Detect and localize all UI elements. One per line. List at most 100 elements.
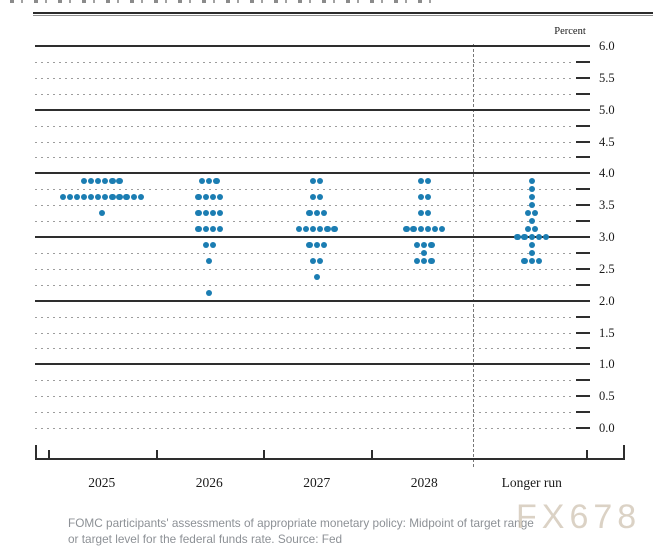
x-axis-label-longer-run: Longer run: [501, 475, 562, 490]
dot-2028-3.125: [438, 225, 446, 233]
y-axis-tick-label: 0.0: [599, 421, 615, 436]
dot-2026-2.125: [206, 289, 213, 296]
dot-longer-run-2.625: [528, 257, 535, 265]
gridline-5.75: [35, 61, 572, 63]
y-axis-unit-label: Percent: [554, 26, 586, 37]
dot-2028-2.875: [413, 241, 421, 249]
dot-plot-chart: Percent 6.0 5.5 5.0 4.5 4.0 3.5 3.0 2.5 2.0 1.5 1.…: [35, 26, 625, 490]
dot-longer-run-2.75: [528, 249, 535, 257]
dot-2025-3.625: [137, 194, 144, 201]
dot-2026-3.875: [198, 178, 206, 185]
dot-2025-3.875: [80, 178, 88, 185]
gridline-1.50: [35, 332, 572, 334]
y-axis-tick-5.50: [576, 76, 590, 79]
dot-2025-3.875: [102, 178, 109, 185]
dot-2027-3.625: [317, 194, 324, 201]
gridline-1.25: [35, 348, 572, 350]
y-axis-tick-label: 5.0: [599, 102, 615, 117]
gridline-4.50: [35, 141, 572, 143]
y-axis-tick-3.75: [576, 188, 590, 191]
gridline-5.50: [35, 77, 572, 79]
x-axis-label-2027: 2027: [303, 475, 331, 490]
dot-2026-3.125: [209, 225, 216, 233]
dot-2026-3.375: [202, 209, 209, 217]
dot-longer-run-3: [521, 233, 528, 241]
y-axis-tick-4.75: [576, 124, 590, 127]
dot-2028-3.125: [431, 225, 439, 233]
dot-2025-3.625: [87, 194, 95, 201]
dot-2026-3.625: [216, 194, 224, 201]
dot-2025-3.625: [123, 194, 130, 201]
dot-2025-3.875: [109, 178, 116, 185]
gridline-0.50: [35, 396, 572, 398]
dot-longer-run-2.625: [521, 257, 528, 265]
dot-2025-3.875: [116, 178, 123, 185]
dot-2028-2.625: [413, 257, 421, 265]
gridline-4.25: [35, 157, 572, 159]
dot-2025-3.625: [95, 194, 102, 201]
dot-2026-3.125: [202, 225, 209, 233]
dot-longer-run-3.125: [525, 225, 532, 233]
dot-2028-3.625: [417, 194, 424, 201]
dot-2025-3.625: [73, 194, 81, 201]
x-axis-line: [35, 458, 625, 460]
dot-longer-run-3.75: [528, 186, 535, 193]
y-axis-tick-3.25: [576, 220, 590, 223]
x-axis-tick-3: [370, 450, 373, 458]
y-axis-tick-5.75: [576, 60, 590, 63]
x-axis-tick-2: [263, 450, 265, 458]
dot-2027-3.375: [320, 209, 328, 217]
caption: FOMC participants' assessments of approp…: [68, 515, 608, 547]
dot-2027-3.375: [313, 209, 320, 217]
dot-2028-3.125: [424, 225, 431, 233]
gridline-2.25: [35, 284, 572, 286]
gridline-3.75: [35, 189, 572, 191]
dot-2025-3.875: [95, 178, 102, 185]
dot-2025-3.625: [59, 194, 66, 201]
gridline-2.75: [35, 252, 572, 254]
dot-2028-3.625: [424, 194, 431, 201]
dot-2026-3.375: [195, 209, 202, 217]
watermark-fx678: FX678: [516, 498, 642, 536]
dot-longer-run-3: [514, 233, 521, 241]
x-axis-tick-1: [155, 450, 158, 458]
dot-2027-2.875: [306, 241, 313, 249]
dot-2026-2.875: [202, 241, 209, 249]
dot-2025-3.625: [66, 194, 73, 201]
dot-2026-2.625: [206, 257, 213, 265]
caption-line-2: or target level for the federal funds ra…: [68, 532, 343, 546]
y-axis-tick-2.75: [576, 251, 590, 254]
dot-2026-3.125: [216, 225, 224, 233]
dot-2027-3.625: [310, 194, 317, 201]
dot-2027-2.375: [313, 273, 320, 280]
y-axis-tick-2.25: [576, 283, 590, 286]
y-axis-tick-label: 4.5: [599, 134, 615, 149]
y-axis-tick-label: 2.0: [599, 293, 615, 308]
dot-2028-2.875: [428, 241, 435, 249]
x-axis-label-2026: 2026: [195, 475, 223, 490]
dot-2026-3.375: [216, 209, 224, 217]
y-axis-tick-label: 4.0: [599, 166, 615, 181]
x-axis-left-bracket: [35, 445, 37, 458]
dot-longer-run-3.625: [528, 194, 535, 201]
dot-2027-3.125: [331, 225, 338, 233]
dot-longer-run-3.25: [528, 217, 535, 225]
gridline-3.00: [35, 236, 590, 238]
y-axis-tick-label: 1.0: [599, 357, 615, 372]
longer-run-separator-line: [473, 44, 474, 467]
y-axis-tick-label: 3.5: [599, 198, 615, 213]
gridline-0.25: [35, 412, 572, 414]
dot-2028-3.875: [424, 178, 431, 185]
dot-2026-3.625: [195, 194, 202, 201]
dot-2025-3.625: [130, 194, 137, 201]
clipped-header-text: [10, 0, 440, 3]
dot-longer-run-3.5: [528, 201, 535, 209]
dot-longer-run-3.875: [528, 178, 535, 185]
caption-line-1: FOMC participants' assessments of approp…: [68, 516, 534, 530]
gridline-5.00: [35, 108, 590, 111]
gridline-1.00: [35, 363, 590, 366]
y-axis-tick-4.25: [576, 156, 590, 159]
x-axis-label-2025: 2025: [88, 475, 116, 490]
dot-longer-run-2.875: [528, 241, 535, 249]
dot-2025-3.375: [98, 209, 105, 217]
